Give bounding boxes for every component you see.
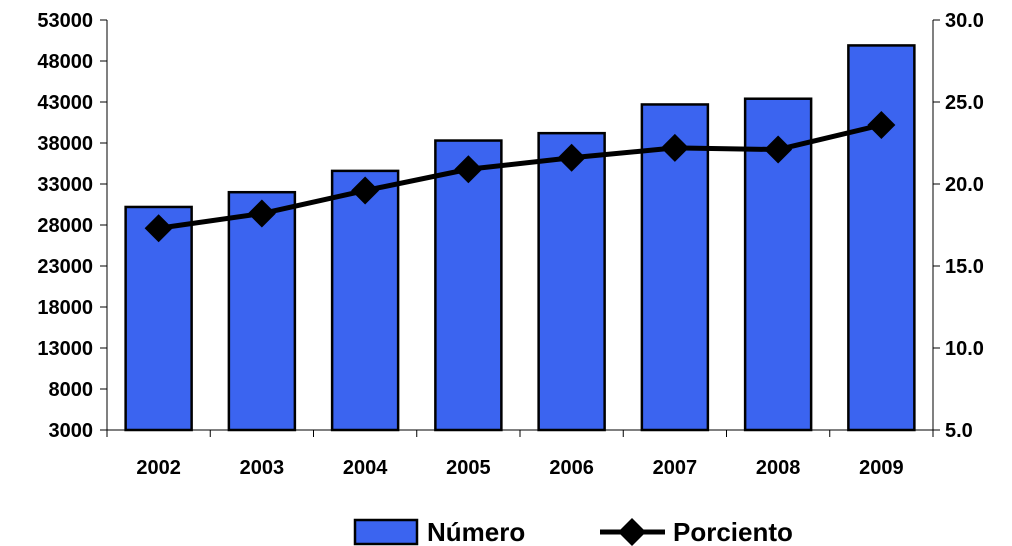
left-tick-label: 28000 bbox=[37, 215, 93, 237]
porciento-point-2008 bbox=[764, 135, 793, 164]
left-tick-label: 3000 bbox=[49, 420, 94, 442]
porciento-point-2002 bbox=[144, 214, 173, 243]
bar-2006 bbox=[537, 131, 606, 432]
porciento-point-2004 bbox=[351, 176, 380, 205]
right-tick-label: 5.0 bbox=[945, 420, 973, 442]
right-tick-label: 30.0 bbox=[945, 10, 984, 32]
x-tick-label: 2002 bbox=[136, 457, 181, 479]
x-tick-label: 2005 bbox=[446, 457, 491, 479]
x-tick-label: 2004 bbox=[343, 457, 388, 479]
left-tick-label: 38000 bbox=[37, 133, 93, 155]
legend-diamond-marker bbox=[618, 518, 646, 546]
x-tick-label: 2006 bbox=[549, 457, 594, 479]
line-series bbox=[144, 110, 896, 243]
x-tick-label: 2007 bbox=[653, 457, 698, 479]
right-tick-label: 25.0 bbox=[945, 92, 984, 114]
left-tick-label: 13000 bbox=[37, 338, 93, 360]
bar-2004 bbox=[330, 169, 400, 432]
x-axis: 2002 2003 2004 2005 2006 2007 2008 2009 bbox=[106, 429, 934, 479]
bar-2002 bbox=[124, 205, 193, 432]
legend-swatch-numero bbox=[353, 518, 419, 546]
left-tick-label: 23000 bbox=[37, 256, 93, 278]
porciento-point-2003 bbox=[247, 199, 276, 228]
right-y-axis: 5.0 10.0 15.0 20.0 25.0 30.0 bbox=[932, 10, 984, 442]
legend-label-numero: Número bbox=[427, 517, 525, 546]
left-tick-label: 53000 bbox=[37, 10, 93, 32]
porciento-point-2009 bbox=[867, 110, 896, 139]
porciento-point-2006 bbox=[557, 143, 586, 172]
left-tick-label: 8000 bbox=[49, 379, 94, 401]
x-tick-label: 2008 bbox=[756, 457, 801, 479]
x-tick-label: 2009 bbox=[859, 457, 904, 479]
porciento-line bbox=[158, 122, 882, 231]
bar-2003 bbox=[227, 190, 297, 432]
left-y-axis: 3000 8000 13000 18000 23000 28000 33000 38000 43… bbox=[37, 10, 108, 442]
bar-series bbox=[124, 44, 916, 432]
left-tick-label: 48000 bbox=[37, 51, 93, 73]
right-tick-label: 10.0 bbox=[945, 338, 984, 360]
left-tick-label: 33000 bbox=[37, 174, 93, 196]
left-tick-label: 18000 bbox=[37, 297, 93, 319]
legend: Número Porciento bbox=[353, 517, 793, 546]
bar-2005 bbox=[434, 139, 503, 432]
left-tick-label: 43000 bbox=[37, 92, 93, 114]
porciento-point-2005 bbox=[454, 155, 483, 184]
right-tick-label: 20.0 bbox=[945, 174, 984, 196]
porciento-point-2007 bbox=[660, 133, 689, 162]
x-tick-label: 2003 bbox=[240, 457, 285, 479]
bar-2009 bbox=[847, 44, 916, 432]
right-tick-label: 15.0 bbox=[945, 256, 984, 278]
legend-label-porciento: Porciento bbox=[673, 517, 793, 546]
